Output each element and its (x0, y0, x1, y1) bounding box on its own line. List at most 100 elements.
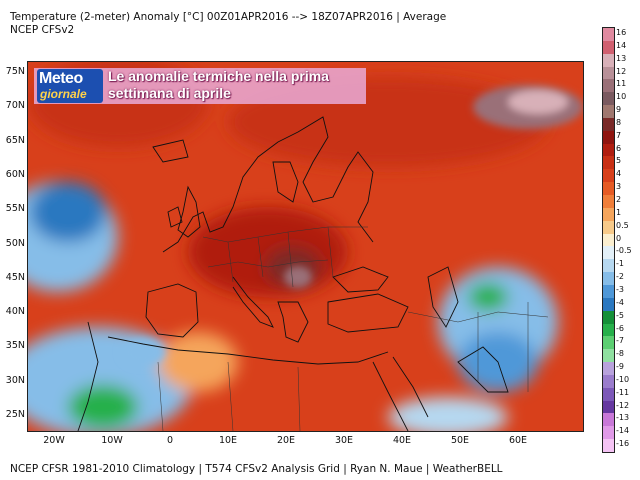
longitude-label: 20W (43, 435, 65, 446)
border-line-9 (297, 366, 301, 431)
footer-credits: NCEP CFSR 1981-2010 Climatology | T574 C… (10, 463, 503, 475)
legend-swatch (603, 413, 614, 427)
longitude-label: 10W (101, 435, 123, 446)
legend-label: -0.5 (616, 246, 632, 256)
persian-gulf (457, 346, 509, 393)
logo-text-top: Meteo (39, 70, 83, 87)
latitude-label: 40N (5, 306, 25, 318)
italy (232, 276, 274, 328)
legend-swatch (603, 66, 614, 80)
legend-label: 0 (616, 233, 622, 243)
longitude-label: 20E (276, 435, 296, 446)
legend-swatch (603, 169, 614, 183)
legend-swatch (603, 195, 614, 209)
latitude-label: 55N (5, 203, 25, 215)
longitude-label: 30E (334, 435, 354, 446)
northern-europe-coast (162, 116, 374, 253)
legend-label: 0.5 (616, 220, 629, 230)
legend-label: 5 (616, 156, 622, 166)
legend-swatch (603, 28, 614, 41)
legend-label: 6 (616, 143, 622, 153)
legend-label: 10 (616, 92, 627, 102)
legend-label: 14 (616, 40, 627, 50)
legend-swatch (603, 400, 614, 414)
border-line-3 (227, 241, 234, 283)
latitude-label: 75N (5, 66, 25, 77)
caption-text: Le anomalie termiche nella prima settima… (108, 68, 329, 101)
legend-swatch (603, 272, 614, 286)
legend-label: -9 (616, 362, 624, 372)
scandinavia-inner (272, 161, 299, 203)
legend-label: -14 (616, 426, 630, 436)
greece (277, 301, 309, 343)
legend-label: -3 (616, 284, 624, 294)
logo-text-bottom: giornale (40, 87, 87, 101)
west-africa-coast (77, 321, 99, 431)
legend-swatch (603, 310, 614, 324)
model-name: NCEP CFSv2 (10, 24, 75, 36)
legend-swatch (603, 79, 614, 93)
legend-label: -8 (616, 349, 624, 359)
legend-swatch (603, 297, 614, 311)
legend-swatch (603, 284, 614, 298)
legend-swatch (603, 40, 614, 54)
legend-label: 9 (616, 105, 622, 115)
legend-swatch (603, 220, 614, 234)
legend-label: 13 (616, 53, 627, 63)
legend-label: 16 (616, 28, 627, 37)
legend-label: 7 (616, 130, 622, 140)
iberia-cool-spot (121, 338, 165, 366)
atlantic-cold-core (30, 182, 106, 242)
border-line-7 (157, 361, 164, 431)
legend-label: -1 (616, 259, 624, 269)
legend-label: 12 (616, 66, 627, 76)
central-europe-anomaly (188, 207, 348, 297)
border-line-8 (227, 361, 234, 431)
legend-label: 4 (616, 169, 622, 179)
legend-label: -6 (616, 323, 624, 333)
legend-swatch (603, 117, 614, 131)
legend-swatch (603, 53, 614, 67)
legend-label: -10 (616, 374, 630, 384)
iberia (145, 283, 199, 338)
legend-label: -11 (616, 387, 630, 397)
border-line-2 (207, 259, 329, 268)
anomaly-map-canvas (28, 62, 583, 431)
legend-label: -2 (616, 272, 624, 282)
coastlines (77, 116, 509, 431)
legend-swatch (603, 259, 614, 273)
legend-swatch (603, 349, 614, 363)
arabia-cool-area (388, 397, 508, 431)
border-line-1 (202, 226, 368, 243)
legend-label: -12 (616, 400, 630, 410)
legend-swatch (603, 105, 614, 119)
legend-swatch (603, 92, 614, 106)
legend-swatch (603, 207, 614, 221)
legend-swatch (603, 387, 614, 401)
chart-title: Temperature (2-meter) Anomaly [°C] 00Z01… (10, 11, 447, 23)
color-legend (602, 27, 615, 453)
meteogiornale-logo: Meteo giornale (37, 69, 103, 103)
latitude-label: 50N (5, 237, 25, 249)
legend-swatch (603, 374, 614, 388)
longitude-label: 0 (166, 435, 174, 446)
caspian-cold-spot (468, 283, 508, 311)
siberia-peak-anomaly (508, 90, 568, 114)
legend-swatch (603, 426, 614, 440)
border-line-6 (327, 226, 334, 278)
longitude-label: 50E (450, 435, 470, 446)
longitude-label: 10E (218, 435, 238, 446)
legend-label: -4 (616, 297, 624, 307)
legend-swatch (603, 182, 614, 196)
morocco-cold-core (68, 385, 138, 429)
latitude-label: 60N (5, 168, 25, 180)
legend-swatch (603, 233, 614, 247)
legend-swatch (603, 439, 614, 453)
algeria-mild-area (158, 332, 238, 392)
legend-label: 2 (616, 195, 622, 205)
latitude-label: 35N (5, 340, 25, 352)
iceland (152, 139, 189, 163)
legend-swatch (603, 336, 614, 350)
legend-label: 11 (616, 79, 627, 89)
red-sea-west (372, 361, 409, 431)
